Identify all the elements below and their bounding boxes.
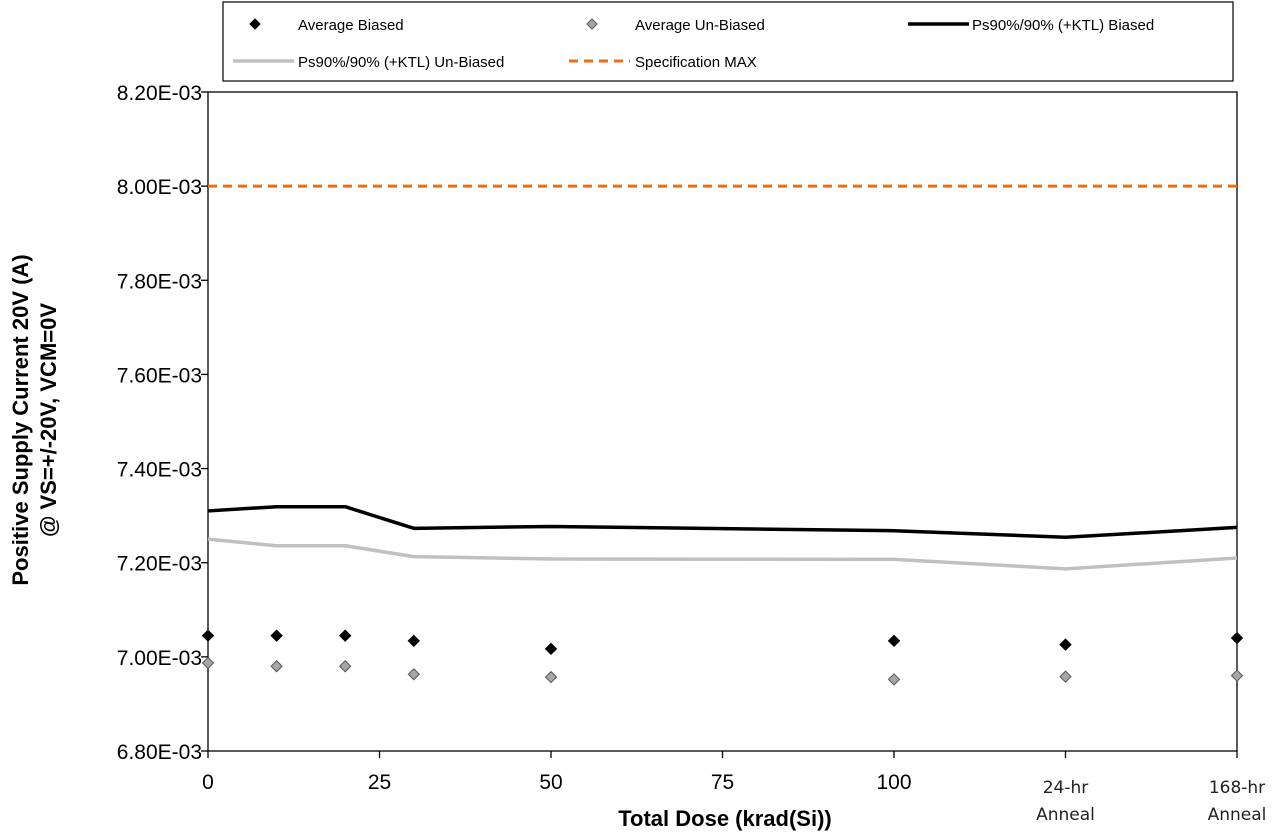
y-tick-label: 7.00E-03 (117, 647, 202, 670)
y-tick-label: 8.20E-03 (117, 82, 202, 105)
x-tick-label: 75 (711, 771, 734, 794)
y-axis-title-line1: Positive Supply Current 20V (A) (8, 254, 33, 585)
data-point-average-biased (407, 634, 421, 648)
series-layer (201, 184, 1244, 686)
legend-box (222, 1, 1234, 82)
y-tick-label: 7.80E-03 (117, 270, 202, 293)
x-tick-label: 100 (876, 771, 911, 794)
y-tick-label: 7.20E-03 (117, 553, 202, 576)
legend-label: Specification MAX (635, 54, 757, 71)
x-tick-label: 168-hr (1209, 778, 1265, 798)
data-point-average-biased (1230, 631, 1244, 645)
series-line-ps90-90-ktl-un-biased (207, 537, 1238, 571)
data-point-average-un-biased (407, 668, 421, 681)
y-axis: 6.80E-03 7.00E-03 7.20E-03 7.40E-03 7.60E-03… (117, 82, 208, 764)
data-point-average-un-biased (887, 673, 901, 686)
legend-label: Ps90%/90% (+KTL) Un-Biased (298, 54, 504, 71)
x-tick-label: 25 (368, 771, 391, 794)
legend-label: Average Biased (298, 17, 404, 34)
legend-marker (586, 18, 598, 30)
x-tick-label-line2: Anneal (1208, 805, 1267, 825)
data-point-average-biased (338, 629, 352, 642)
y-tick-label: 7.60E-03 (117, 364, 202, 387)
series-line-ps90-90-ktl-biased (207, 504, 1238, 540)
data-point-average-un-biased (201, 656, 215, 670)
x-axis-title: Total Dose (krad(Si)) (618, 806, 832, 831)
data-point-average-un-biased (544, 670, 558, 684)
data-point-average-un-biased (1059, 670, 1072, 683)
data-point-average-biased (887, 634, 901, 648)
x-tick-label: 50 (539, 771, 562, 794)
plot-area (207, 91, 1238, 752)
y-tick-label: 7.40E-03 (117, 459, 202, 482)
legend-marker (249, 18, 261, 30)
x-axis: 0 25 50 75 100 24-hr Anneal 168-hr Anneal (202, 751, 1266, 825)
x-tick-label: 0 (202, 771, 214, 794)
x-tick-label: 24-hr (1043, 778, 1089, 798)
data-point-average-biased (201, 629, 215, 642)
data-point-average-biased (1059, 638, 1072, 651)
data-point-average-biased (544, 642, 558, 656)
legend-label: Ps90%/90% (+KTL) Biased (972, 17, 1154, 34)
legend: Average Biased Average Un-Biased Ps90%/90%… (222, 1, 1234, 82)
data-point-average-un-biased (338, 660, 352, 673)
data-point-average-un-biased (270, 660, 283, 673)
y-axis-title-line2: @ VS=+/-20V, VCM=0V (36, 303, 61, 537)
legend-label: Average Un-Biased (635, 17, 765, 34)
x-tick-label-line2: Anneal (1036, 805, 1095, 825)
data-point-average-un-biased (1230, 669, 1244, 682)
y-tick-label: 8.00E-03 (117, 176, 202, 199)
y-tick-label: 6.80E-03 (117, 741, 202, 764)
data-point-average-biased (270, 629, 283, 642)
